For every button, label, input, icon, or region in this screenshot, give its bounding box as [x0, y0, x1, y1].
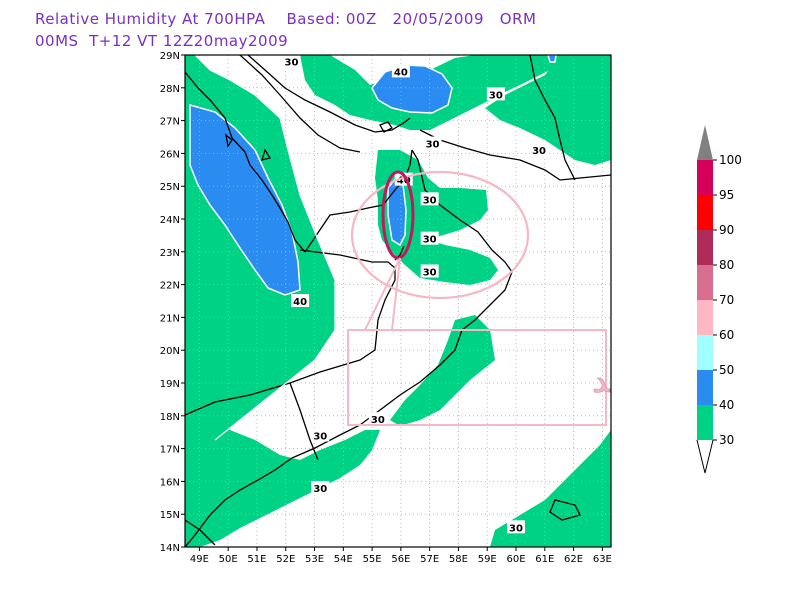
map-frame	[184, 54, 612, 548]
lon-tick-label: 59E	[478, 554, 497, 565]
contour-lines	[194, 55, 336, 441]
legend-swatch	[697, 335, 713, 370]
latitude-labels: 14N 15N 16N 17N 18N 19N 20N 21N 22N 23N 24N 25N 26N 2…	[160, 51, 185, 554]
lat-tick-label: 17N	[160, 445, 180, 456]
legend-label: 40	[719, 398, 734, 412]
legend-label: 50	[719, 363, 734, 377]
lat-tick-label: 22N	[160, 281, 180, 292]
lat-tick-label: 28N	[160, 84, 180, 95]
contour-label: 30	[489, 90, 503, 101]
lon-tick-label: 50E	[219, 554, 238, 565]
lon-tick-label: 60E	[506, 554, 525, 565]
chart-title: Relative Humidity At 700HPA Based: 00Z 2…	[35, 10, 537, 28]
lat-tick-label: 18N	[160, 412, 180, 423]
legend-top-arrow	[697, 125, 713, 160]
lat-tick-label: 26N	[160, 149, 180, 160]
legend-label: 30	[719, 433, 734, 447]
contour-label: 30	[509, 523, 523, 534]
legend-swatch	[697, 370, 713, 405]
contour-label: 30	[426, 140, 440, 151]
legend-swatch	[697, 230, 713, 265]
lat-tick-label: 21N	[160, 313, 180, 324]
legend-label: 100	[719, 153, 742, 167]
contour-label: 30	[313, 484, 327, 495]
legend-bottom-arrow	[696, 439, 714, 474]
lon-tick-label: 55E	[363, 554, 382, 565]
legend-label: 95	[719, 188, 734, 202]
lat-tick-label: 23N	[160, 248, 180, 259]
contour-label: 30	[423, 235, 437, 246]
contour-label: 30	[532, 146, 546, 157]
legend-swatch	[697, 405, 713, 440]
focus-ellipse	[350, 170, 530, 300]
lon-tick-label: 54E	[334, 554, 353, 565]
lon-tick-label: 52E	[276, 554, 295, 565]
analysis-annotation: الرطوبة جيد	[347, 170, 763, 426]
lon-tick-label: 53E	[305, 554, 324, 565]
contour-label: 30	[371, 415, 385, 426]
annotation-text: الرطوبة جيد	[592, 361, 763, 401]
lon-tick-label: 57E	[420, 554, 439, 565]
lat-tick-label: 20N	[160, 346, 180, 357]
contour-labels: 30 40 30 30 30 40 30 30 30 40 30 30 30 30	[282, 55, 549, 534]
lat-tick-label: 27N	[160, 117, 180, 128]
legend-swatch	[697, 195, 713, 230]
lat-tick-label: 14N	[160, 543, 180, 554]
lon-tick-label: 63E	[593, 554, 612, 565]
humidity-40-region	[189, 55, 557, 296]
legend-label: 60	[719, 328, 734, 342]
lat-tick-label: 15N	[160, 510, 180, 521]
contour-label: 30	[423, 267, 437, 278]
lat-tick-label: 16N	[160, 477, 180, 488]
humidity-30-region	[185, 55, 611, 547]
lon-tick-label: 56E	[391, 554, 410, 565]
contour-label: 40	[397, 176, 411, 187]
color-legend: 100 95 90 80 70 60 50 40 30	[696, 125, 742, 474]
legend-swatch	[697, 160, 713, 195]
legend-swatch	[697, 265, 713, 300]
annotation-box	[347, 329, 607, 426]
lon-tick-label: 58E	[449, 554, 468, 565]
contour-label: 30	[423, 195, 437, 206]
contour-label: 40	[394, 67, 408, 78]
legend-swatch	[697, 300, 713, 335]
contour-label: 40	[293, 297, 307, 308]
lat-tick-label: 19N	[160, 379, 180, 390]
lon-tick-label: 51E	[247, 554, 266, 565]
forecast-valid-time: 00MS T+12 VT 12Z20may2009	[35, 32, 289, 50]
lon-tick-label: 49E	[190, 554, 209, 565]
longitude-labels: 49E 50E 51E 52E 53E 54E 55E 56E 57E 58E 59E 60E 61E 6…	[190, 547, 612, 565]
lon-tick-label: 62E	[564, 554, 583, 565]
highlight-ellipse	[381, 170, 415, 260]
contour-label: 30	[285, 58, 299, 69]
legend-label: 70	[719, 293, 734, 307]
coastlines-borders	[185, 55, 611, 547]
map-area: 30 40 30 30 30 40 30 30 30 40 30 30 30 30 الرطوبة جيد	[185, 55, 763, 547]
contour-label: 30	[313, 431, 327, 442]
legend-label: 80	[719, 258, 734, 272]
lat-tick-label: 29N	[160, 51, 180, 62]
lon-tick-label: 61E	[535, 554, 554, 565]
lat-tick-label: 24N	[160, 215, 180, 226]
legend-label: 90	[719, 223, 734, 237]
lat-tick-label: 25N	[160, 182, 180, 193]
